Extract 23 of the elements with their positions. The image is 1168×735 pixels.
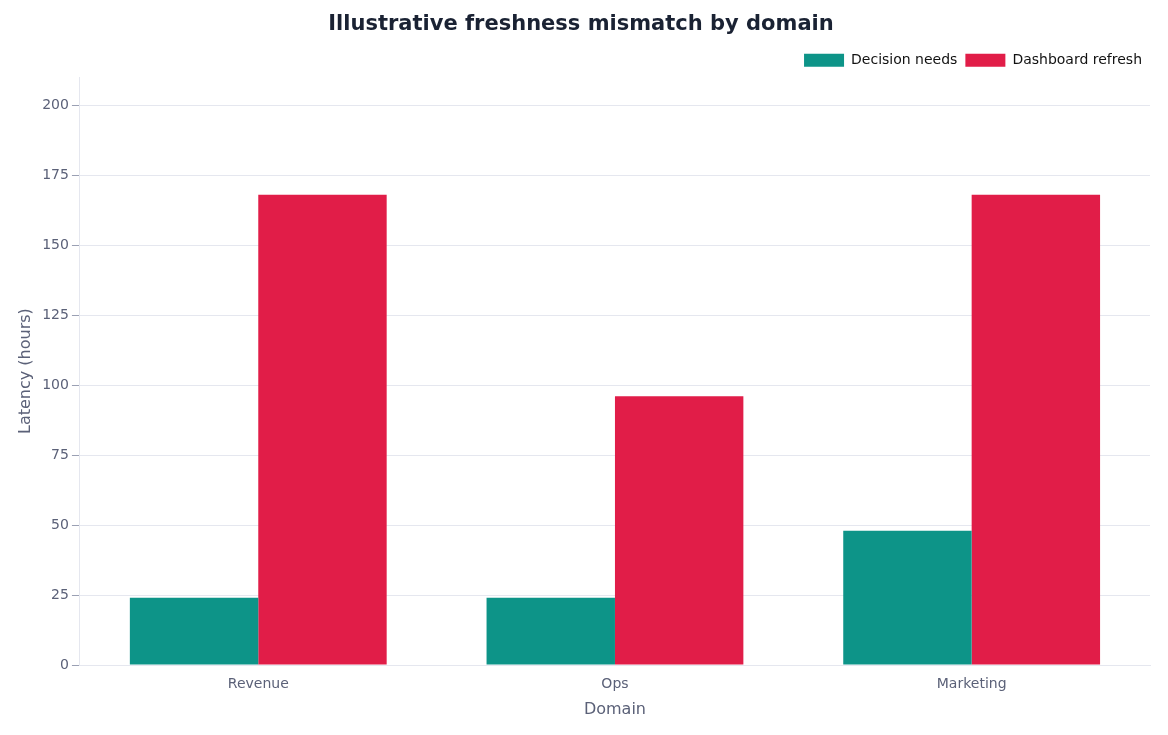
bar (843, 530, 972, 665)
bar (486, 597, 615, 665)
y-tick-label: 50 (51, 515, 69, 532)
x-axis-title: Domain (583, 698, 647, 718)
chart-title: Illustrative freshness mismatch by domain (328, 11, 834, 36)
y-axis-title: Latency (hours) (14, 308, 34, 434)
y-tick-label: 175 (42, 165, 69, 182)
y-tick-label: 150 (42, 235, 69, 252)
bar (614, 396, 744, 665)
x-tick-label: Marketing (936, 675, 1007, 692)
legend-label: Dashboard refresh (1012, 50, 1142, 67)
legend-label: Decision needs (851, 50, 958, 67)
y-tick-label: 125 (42, 305, 69, 322)
bar (971, 194, 1101, 665)
x-tick-label: Revenue (227, 675, 289, 692)
y-tick-label: 75 (51, 445, 69, 462)
y-tick-label: 100 (42, 375, 69, 392)
x-tick-label: Ops (601, 675, 629, 692)
y-tick-label: 25 (51, 585, 69, 602)
y-tick-label: 200 (42, 95, 69, 112)
bar (129, 597, 259, 665)
y-tick-label: 0 (60, 655, 69, 672)
bar (258, 194, 387, 665)
